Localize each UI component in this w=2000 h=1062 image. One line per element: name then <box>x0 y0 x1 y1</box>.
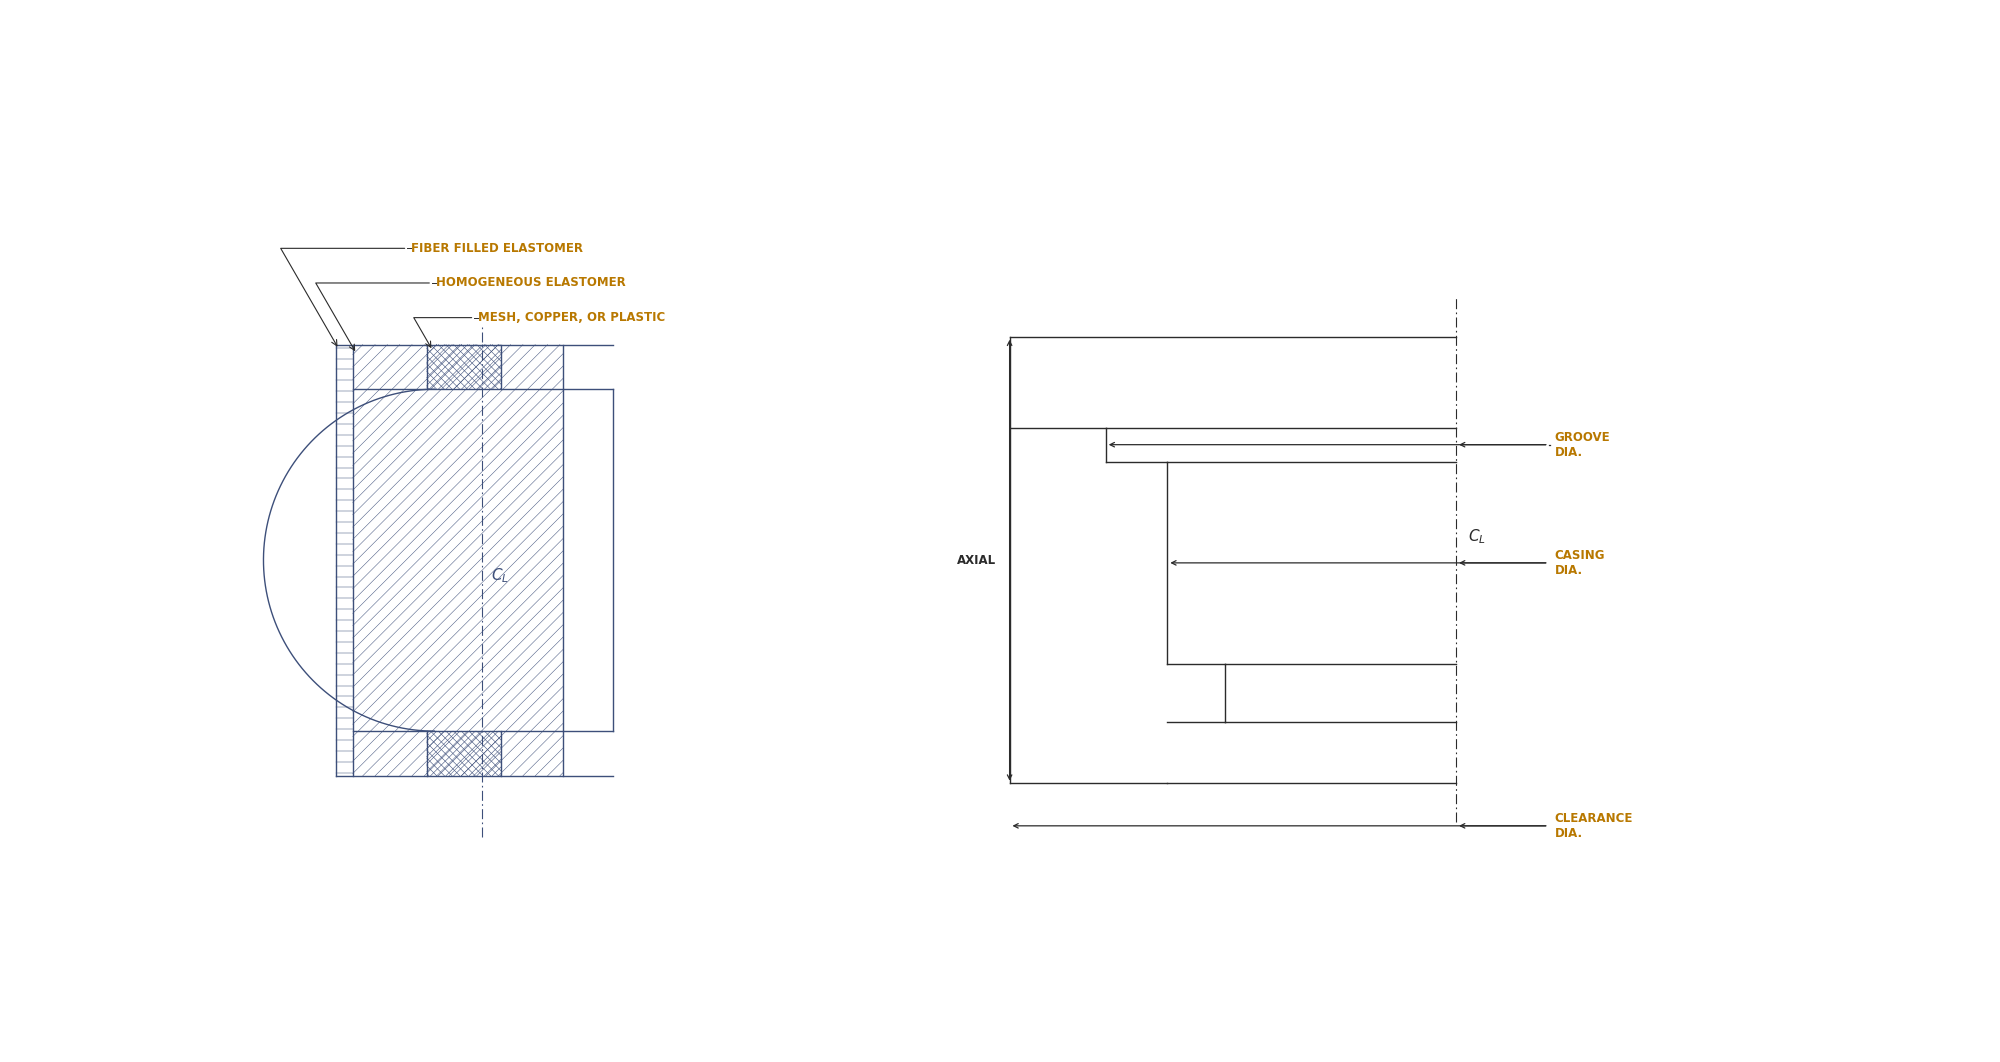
Text: GROOVE
DIA.: GROOVE DIA. <box>1554 431 1610 459</box>
Text: CASING
DIA.: CASING DIA. <box>1554 549 1606 577</box>
Text: CLEARANCE
DIA.: CLEARANCE DIA. <box>1554 811 1634 840</box>
Text: MESH, COPPER, OR PLASTIC: MESH, COPPER, OR PLASTIC <box>478 311 666 324</box>
Text: FIBER FILLED ELASTOMER: FIBER FILLED ELASTOMER <box>412 242 584 255</box>
Text: HOMOGENEOUS ELASTOMER: HOMOGENEOUS ELASTOMER <box>436 276 626 290</box>
Text: $\mathit{C}_L$: $\mathit{C}_L$ <box>492 566 510 585</box>
Text: $\mathit{C}_L$: $\mathit{C}_L$ <box>1468 528 1486 547</box>
Text: AXIAL: AXIAL <box>956 553 996 567</box>
